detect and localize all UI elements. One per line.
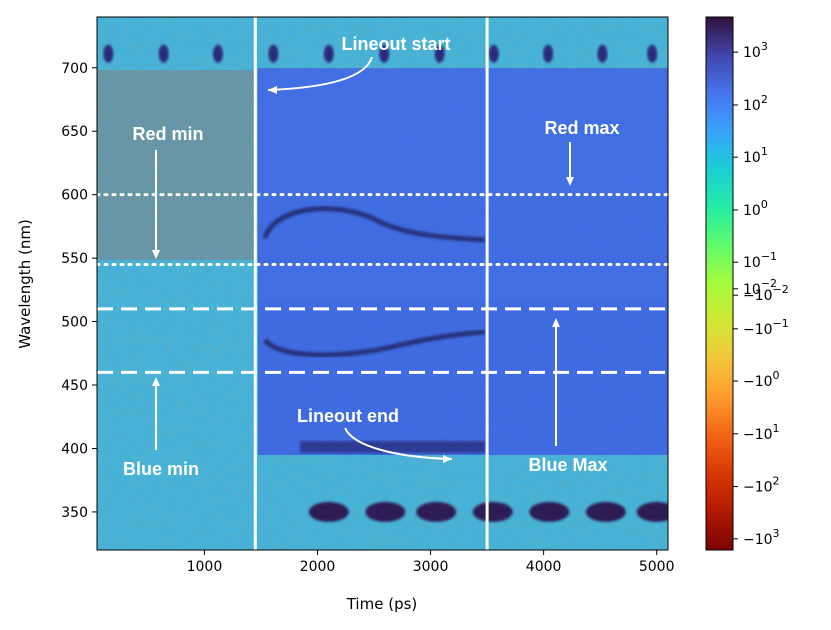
y-tick-label: 500	[61, 315, 88, 331]
fiducial-blobs-bottom	[308, 501, 668, 522]
colorbar-tick-label: 100	[743, 198, 768, 219]
colorbar-scale	[705, 16, 734, 551]
fiducial-blob	[103, 44, 114, 63]
arrowhead-lineout-start	[268, 86, 277, 94]
x-tick-label: 1000	[187, 559, 223, 575]
fiducial-blob	[543, 44, 554, 63]
y-tick-label: 600	[61, 188, 88, 204]
colorbar-tick-label: 101	[743, 145, 768, 166]
annotation-red-max: Red max	[544, 118, 619, 138]
arrow-lineout-start	[267, 56, 373, 91]
fiducial-blob	[379, 44, 390, 63]
colorbar-tick-label: 10−1	[743, 250, 777, 271]
annotation-red-min: Red min	[132, 124, 203, 144]
fiducial-blob	[647, 44, 658, 63]
lineout-markers	[95, 17, 670, 550]
colorbar-tick-label: −10−1	[743, 317, 789, 338]
fiducial-blob	[416, 501, 457, 522]
arrowhead-red-min	[152, 250, 160, 259]
arrow-lineout-end	[344, 427, 453, 460]
y-tick-label: 350	[61, 505, 88, 521]
x-axis-label: Time (ps)	[346, 595, 418, 613]
colorbar-tick-label: 102	[743, 93, 768, 114]
plot-area	[97, 17, 668, 550]
arrowhead-blue-max	[552, 318, 560, 327]
annotations: Lineout start Lineout end Red min Red ma…	[123, 34, 620, 479]
colorbar-tick-label: −100	[743, 369, 780, 390]
x-axis: 1000 2000 3000 4000 5000	[187, 550, 675, 575]
x-tick-label: 4000	[526, 559, 562, 575]
fiducial-blob	[308, 501, 349, 522]
y-tick-label: 650	[61, 124, 88, 140]
signal-region-cover	[258, 70, 668, 455]
colorbar: 103 102 101 100 10−1 10−2−10−2 −10−1 −100 −101 −1…	[705, 16, 789, 551]
fiducial-blob	[158, 44, 169, 63]
fiducial-blob	[488, 44, 499, 63]
left-warm-cover	[97, 70, 258, 260]
colorbar-tick-label: 10−2	[743, 277, 777, 298]
fiducial-blob	[434, 44, 445, 63]
dark-feature-lower	[263, 329, 486, 358]
fiducial-blobs-top	[103, 44, 658, 63]
arrowhead-blue-min	[152, 377, 160, 386]
y-axis-label: Wavelength (nm)	[16, 219, 34, 349]
colorbar-tick-label: 103	[743, 40, 768, 61]
annotation-blue-min: Blue min	[123, 459, 199, 479]
arrowhead-red-max	[566, 177, 574, 186]
annotation-lineout-start: Lineout start	[341, 34, 450, 54]
y-tick-label: 400	[61, 441, 88, 457]
y-tick-label: 450	[61, 378, 88, 394]
fiducial-blob	[585, 501, 626, 522]
arrowhead-lineout-end	[443, 455, 452, 463]
fiducial-blob	[597, 44, 608, 63]
plot-frame	[96, 16, 669, 551]
fiducial-blob	[268, 44, 279, 63]
x-tick-label: 3000	[413, 559, 449, 575]
annotation-lineout-end: Lineout end	[297, 406, 399, 426]
colorbar-ticks: 103 102 101 100 10−1 10−2−10−2 −10−1 −100 −101 −1…	[733, 40, 789, 548]
dark-feature-upper	[262, 206, 486, 243]
fiducial-blob	[472, 501, 513, 522]
colorbar-tick-label: −101	[743, 422, 780, 443]
x-tick-label: 5000	[639, 559, 675, 575]
fiducial-blob	[365, 501, 406, 522]
y-tick-label: 550	[61, 251, 88, 267]
fiducial-blob	[636, 501, 668, 522]
fiducial-blob	[323, 44, 334, 63]
dark-feature-bottom	[300, 441, 485, 453]
fiducial-blob	[529, 501, 570, 522]
fiducial-blob	[212, 44, 223, 63]
colorbar-tick-label: −102	[743, 475, 780, 496]
colorbar-tick-label: −10−2	[743, 283, 789, 304]
y-axis: 350 400 450 500 550 600 650 700	[61, 61, 97, 521]
y-tick-label: 700	[61, 61, 88, 77]
x-tick-label: 2000	[300, 559, 336, 575]
colorbar-tick-label: −103	[743, 527, 780, 548]
annotation-blue-max: Blue Max	[528, 455, 607, 475]
